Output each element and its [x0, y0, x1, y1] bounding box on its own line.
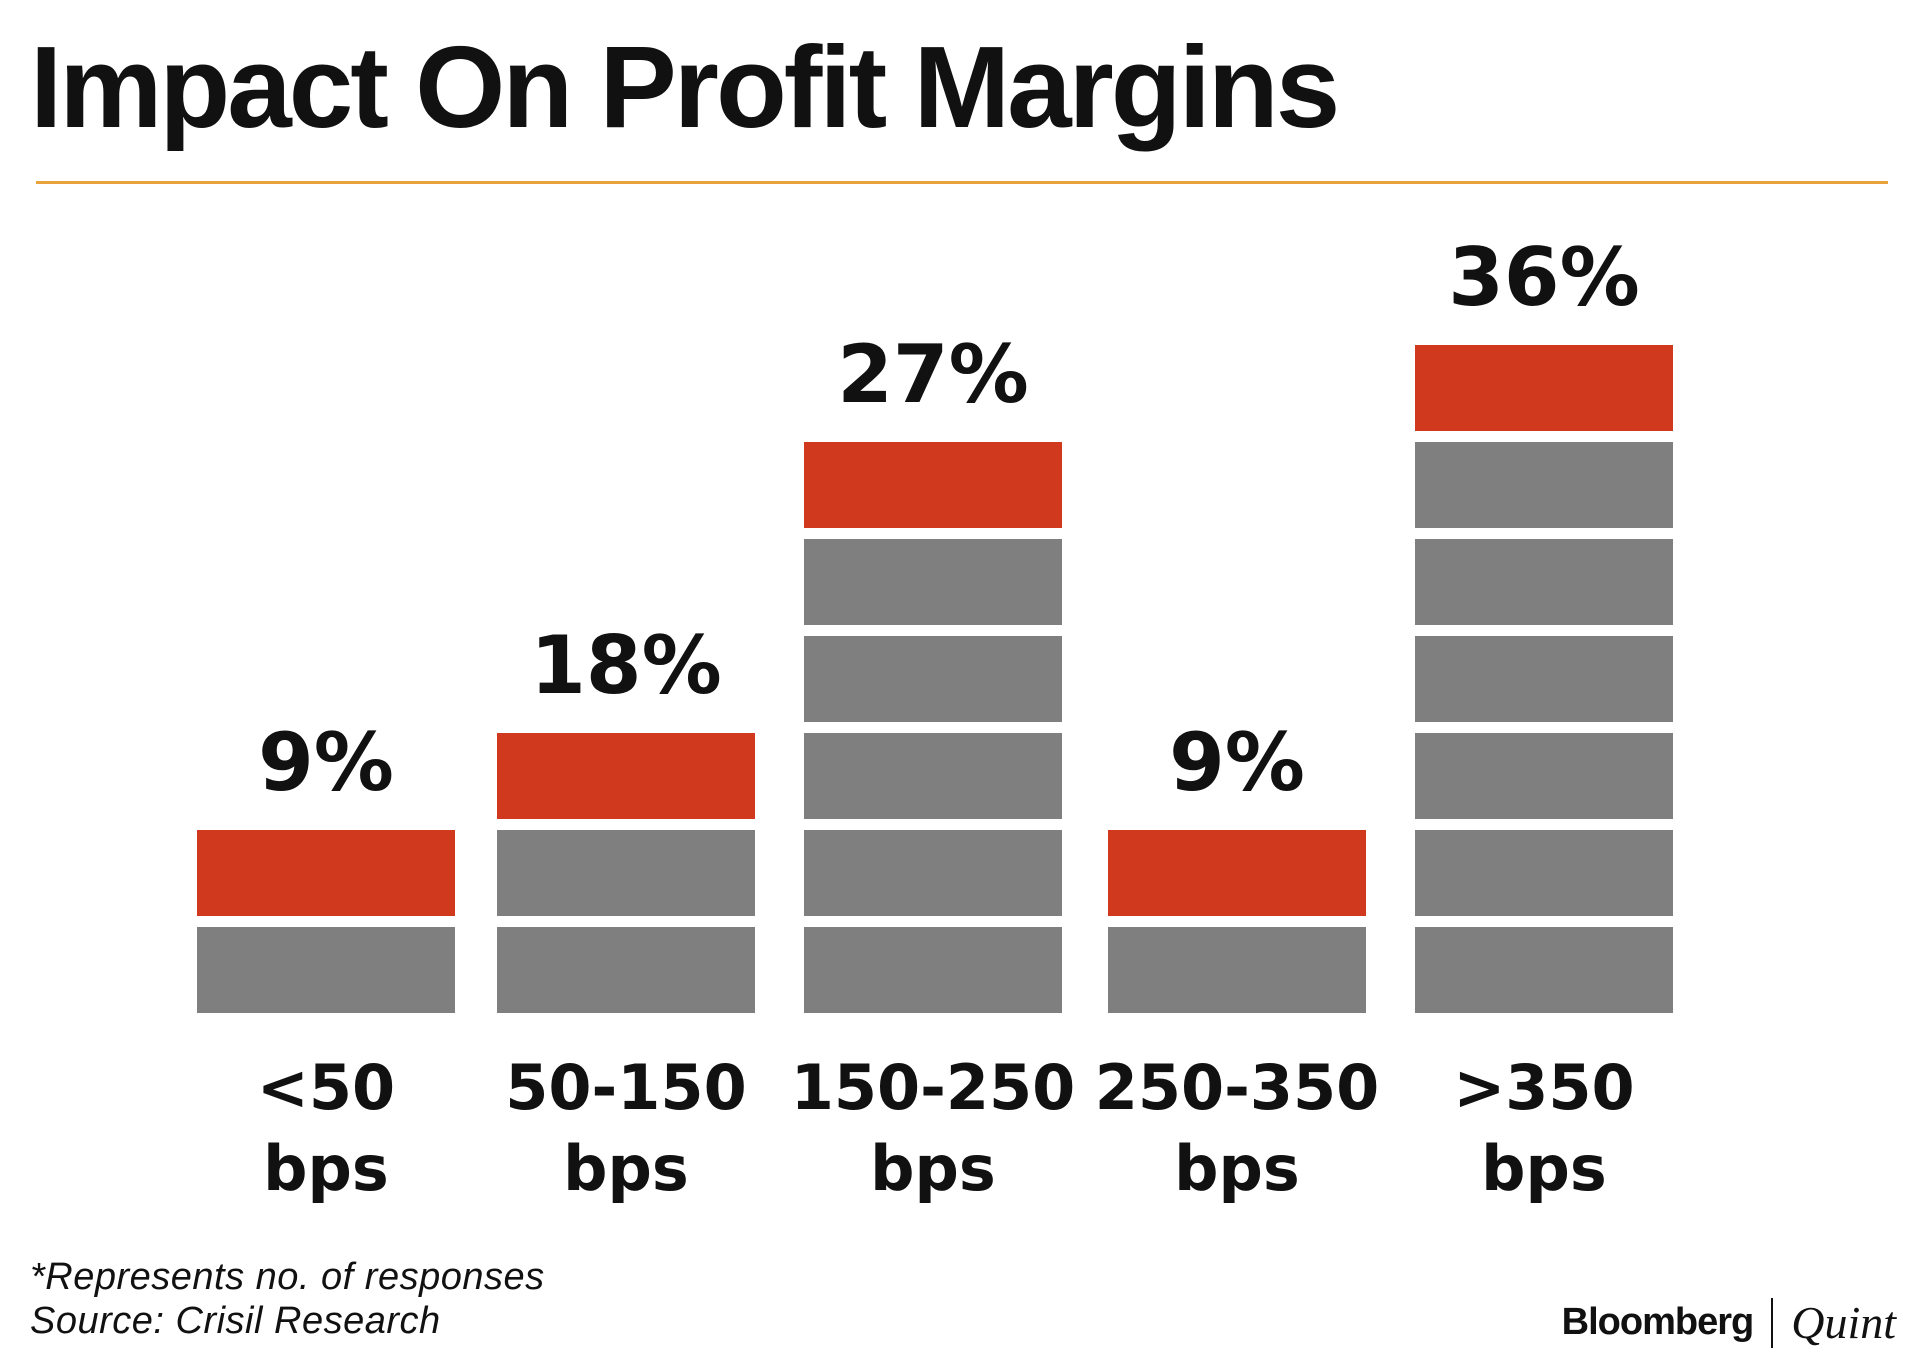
bar-highlight-block: [1415, 345, 1673, 431]
bar-block: [1415, 636, 1673, 722]
category-unit-label: bps: [1481, 1132, 1607, 1205]
chart-title: Impact On Profit Margins: [30, 22, 1340, 152]
value-label: 9%: [258, 716, 394, 809]
bar-group: [1108, 830, 1366, 1013]
bar-block: [1415, 830, 1673, 916]
category-unit-label: bps: [870, 1132, 996, 1205]
brand-name: Bloomberg: [1561, 1301, 1755, 1343]
brand-sub: Quint: [1791, 1297, 1896, 1348]
value-label: 36%: [1448, 231, 1639, 324]
footnote: *Represents no. of responses: [30, 1256, 545, 1298]
brand-separator: [1771, 1297, 1774, 1348]
bar-group: [1415, 345, 1673, 1013]
bar-highlight-block: [1108, 830, 1366, 916]
bar-highlight-block: [197, 830, 455, 916]
category-label: >350: [1453, 1051, 1634, 1124]
bar-block: [1108, 927, 1366, 1013]
title-divider: [36, 181, 1888, 184]
bar-block: [1415, 442, 1673, 528]
category-label: <50: [257, 1051, 395, 1124]
source-note: Source: Crisil Research: [30, 1300, 441, 1342]
bar-highlight-block: [804, 442, 1062, 528]
bar-block: [804, 636, 1062, 722]
bar-group: [497, 733, 755, 1013]
value-label: 27%: [837, 328, 1028, 421]
bar-block: [804, 927, 1062, 1013]
bar-block: [1415, 733, 1673, 819]
category-label: 50-150: [505, 1051, 746, 1124]
bar-group: [197, 830, 455, 1013]
category-label: 150-250: [791, 1051, 1076, 1124]
bar-block: [497, 830, 755, 916]
value-label: 9%: [1169, 716, 1305, 809]
bar-block: [1415, 927, 1673, 1013]
bar-block: [1415, 539, 1673, 625]
bar-block: [804, 733, 1062, 819]
bar-highlight-block: [497, 733, 755, 819]
bar-block: [197, 927, 455, 1013]
value-label: 18%: [530, 619, 721, 712]
category-label: 250-350: [1095, 1051, 1380, 1124]
category-unit-label: bps: [1174, 1132, 1300, 1205]
bar-block: [804, 539, 1062, 625]
bar-block: [497, 927, 755, 1013]
brand-logo: Bloomberg Quint: [1562, 1296, 1896, 1349]
category-unit-label: bps: [563, 1132, 689, 1205]
bar-block: [804, 830, 1062, 916]
category-unit-label: bps: [263, 1132, 389, 1205]
bar-group: [804, 442, 1062, 1013]
